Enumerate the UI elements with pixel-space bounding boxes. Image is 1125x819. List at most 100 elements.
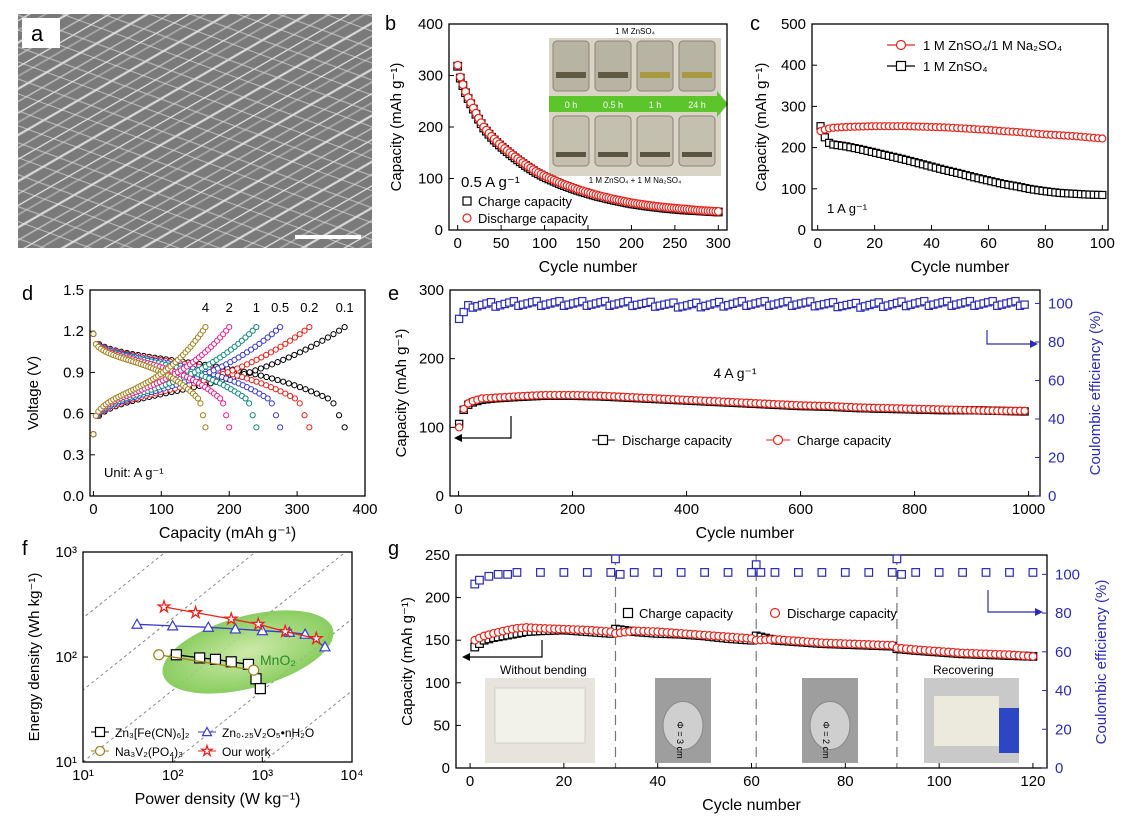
x-tick-label: 20 — [556, 773, 573, 790]
legend-znso4-marker — [895, 60, 907, 72]
ce-point — [676, 568, 686, 577]
discharge-curve-point — [313, 390, 320, 397]
discharge-curve-point — [277, 424, 284, 431]
panel-letter-g: g — [388, 538, 399, 560]
legend-marker — [94, 726, 106, 738]
charge-curve-point — [268, 331, 275, 338]
ce-point — [942, 296, 952, 306]
ce-point — [611, 554, 620, 564]
vial-electrolyte — [640, 152, 670, 157]
vial-electrolyte — [556, 72, 586, 78]
ce-point — [615, 569, 625, 579]
ce-axis-arrowhead — [1035, 608, 1043, 616]
rate-label: 0.2 — [300, 300, 318, 315]
y-tick-label: 300 — [781, 98, 806, 115]
y-tick-label: 50 — [433, 717, 450, 734]
legend-znso4-label: 1 M ZnSO₄ — [923, 59, 988, 74]
x-tick-label: 600 — [788, 501, 813, 518]
discharge-point — [1028, 651, 1038, 661]
discharge-point — [713, 207, 723, 216]
y-tick-label: 200 — [418, 119, 443, 136]
photo-label: Without bending — [500, 663, 587, 677]
y-tick-label: 10² — [55, 649, 77, 666]
data-point — [229, 622, 242, 634]
discharge-curve-point — [277, 388, 284, 395]
legend-discharge-marker — [769, 607, 781, 619]
charge-curve-point — [296, 349, 304, 356]
ce-point — [555, 296, 564, 306]
inset-time-label: 0 h — [565, 100, 578, 110]
inset-top-label: 1 M ZnSO₄ — [615, 27, 655, 36]
y-tick-label: 0.0 — [63, 488, 84, 505]
series-line — [158, 654, 254, 671]
y-tick-label: 1.5 — [63, 282, 84, 299]
charge-curve-point — [306, 323, 313, 331]
legend-discharge-label: Discharge capacity — [622, 433, 732, 448]
panel-letter-d: d — [22, 283, 33, 305]
y2-axis-label: Coulombic efficiency (%) — [1093, 580, 1110, 745]
cap-axis-arrow — [470, 640, 543, 658]
panel-letter-box — [22, 18, 60, 48]
y-tick-label: 300 — [419, 282, 444, 299]
charge-curve-point — [274, 359, 281, 366]
time-arrow — [549, 91, 728, 117]
y-tick-label: 500 — [781, 16, 806, 33]
charge-curve-point — [324, 334, 331, 341]
ce-point — [606, 568, 616, 577]
x-tick-label: 0 — [454, 235, 462, 252]
discharge-curve-point — [274, 376, 281, 384]
x-tick-label: 250 — [662, 235, 687, 252]
ce-point — [934, 568, 944, 577]
data-point — [250, 616, 266, 631]
charge-curve-point — [263, 351, 270, 359]
cap-axis-arrowhead — [462, 653, 470, 661]
ce-point — [629, 568, 639, 577]
y-tick-label: 250 — [425, 547, 450, 564]
legend-label: Na₃V₂(PO₄)₃ — [115, 745, 183, 759]
charge-curve-point — [226, 323, 233, 331]
discharge-curve-point — [306, 424, 313, 431]
panel-c: 0 20 40 60 80 100 0 100 200 300 400 500 Cycle number… — [753, 16, 1115, 276]
ce-point — [828, 298, 838, 307]
charge-curve-point — [249, 327, 256, 334]
y-tick-label: 150 — [425, 632, 450, 649]
discharge-curve-point — [246, 400, 253, 407]
vial-electrolyte — [682, 152, 712, 157]
panel-letter-a: a — [31, 21, 44, 46]
legend-charge-marker — [462, 196, 472, 206]
photo-label: Φ = 3 cm — [675, 722, 685, 759]
rate-annotation: 0.5 A g⁻¹ — [461, 174, 520, 191]
charge-curve-point — [335, 327, 343, 334]
x-tick-label: 300 — [285, 501, 310, 518]
discharge-curve-point — [199, 412, 207, 419]
ce-point — [965, 296, 975, 306]
ce-point — [794, 568, 803, 577]
charge-curve-point — [341, 323, 348, 331]
charge-curve-point — [202, 323, 209, 331]
x-axis-label: Cycle number — [539, 259, 638, 276]
charge-curve-point — [243, 349, 251, 356]
y2-tick-label: 0 — [1048, 488, 1056, 505]
charge-curve-point — [248, 359, 255, 366]
legend-marker — [94, 745, 106, 757]
charge-curve-point — [277, 343, 284, 350]
legend-charge-marker — [622, 607, 634, 619]
y-tick-label: 400 — [418, 16, 443, 33]
y-tick-label: 0 — [442, 760, 450, 777]
x-tick-label: 400 — [352, 501, 377, 518]
ce-point — [669, 298, 678, 307]
cap-axis-arrow — [462, 416, 512, 439]
legend-label: Zn₀.₂₅V₂O₅•nH₂O — [222, 726, 314, 740]
y-axis-label: Capacity (mAh g⁻¹) — [753, 63, 770, 192]
ce-point — [840, 568, 850, 577]
panel-g: Without bending Φ = 3 cm Φ = 2 cm Recoverin… — [399, 547, 1110, 814]
charge-curve-point — [257, 365, 264, 372]
y2-tick-label: 80 — [1048, 334, 1065, 351]
panel-letter-e: e — [388, 283, 399, 305]
charge-curve-point — [282, 340, 289, 347]
ce-point — [700, 568, 709, 577]
plot-frame — [811, 23, 1109, 231]
legend-discharge-label: Discharge capacity — [478, 211, 588, 226]
y-tick-label: 100 — [419, 419, 444, 436]
data-point — [153, 649, 165, 661]
